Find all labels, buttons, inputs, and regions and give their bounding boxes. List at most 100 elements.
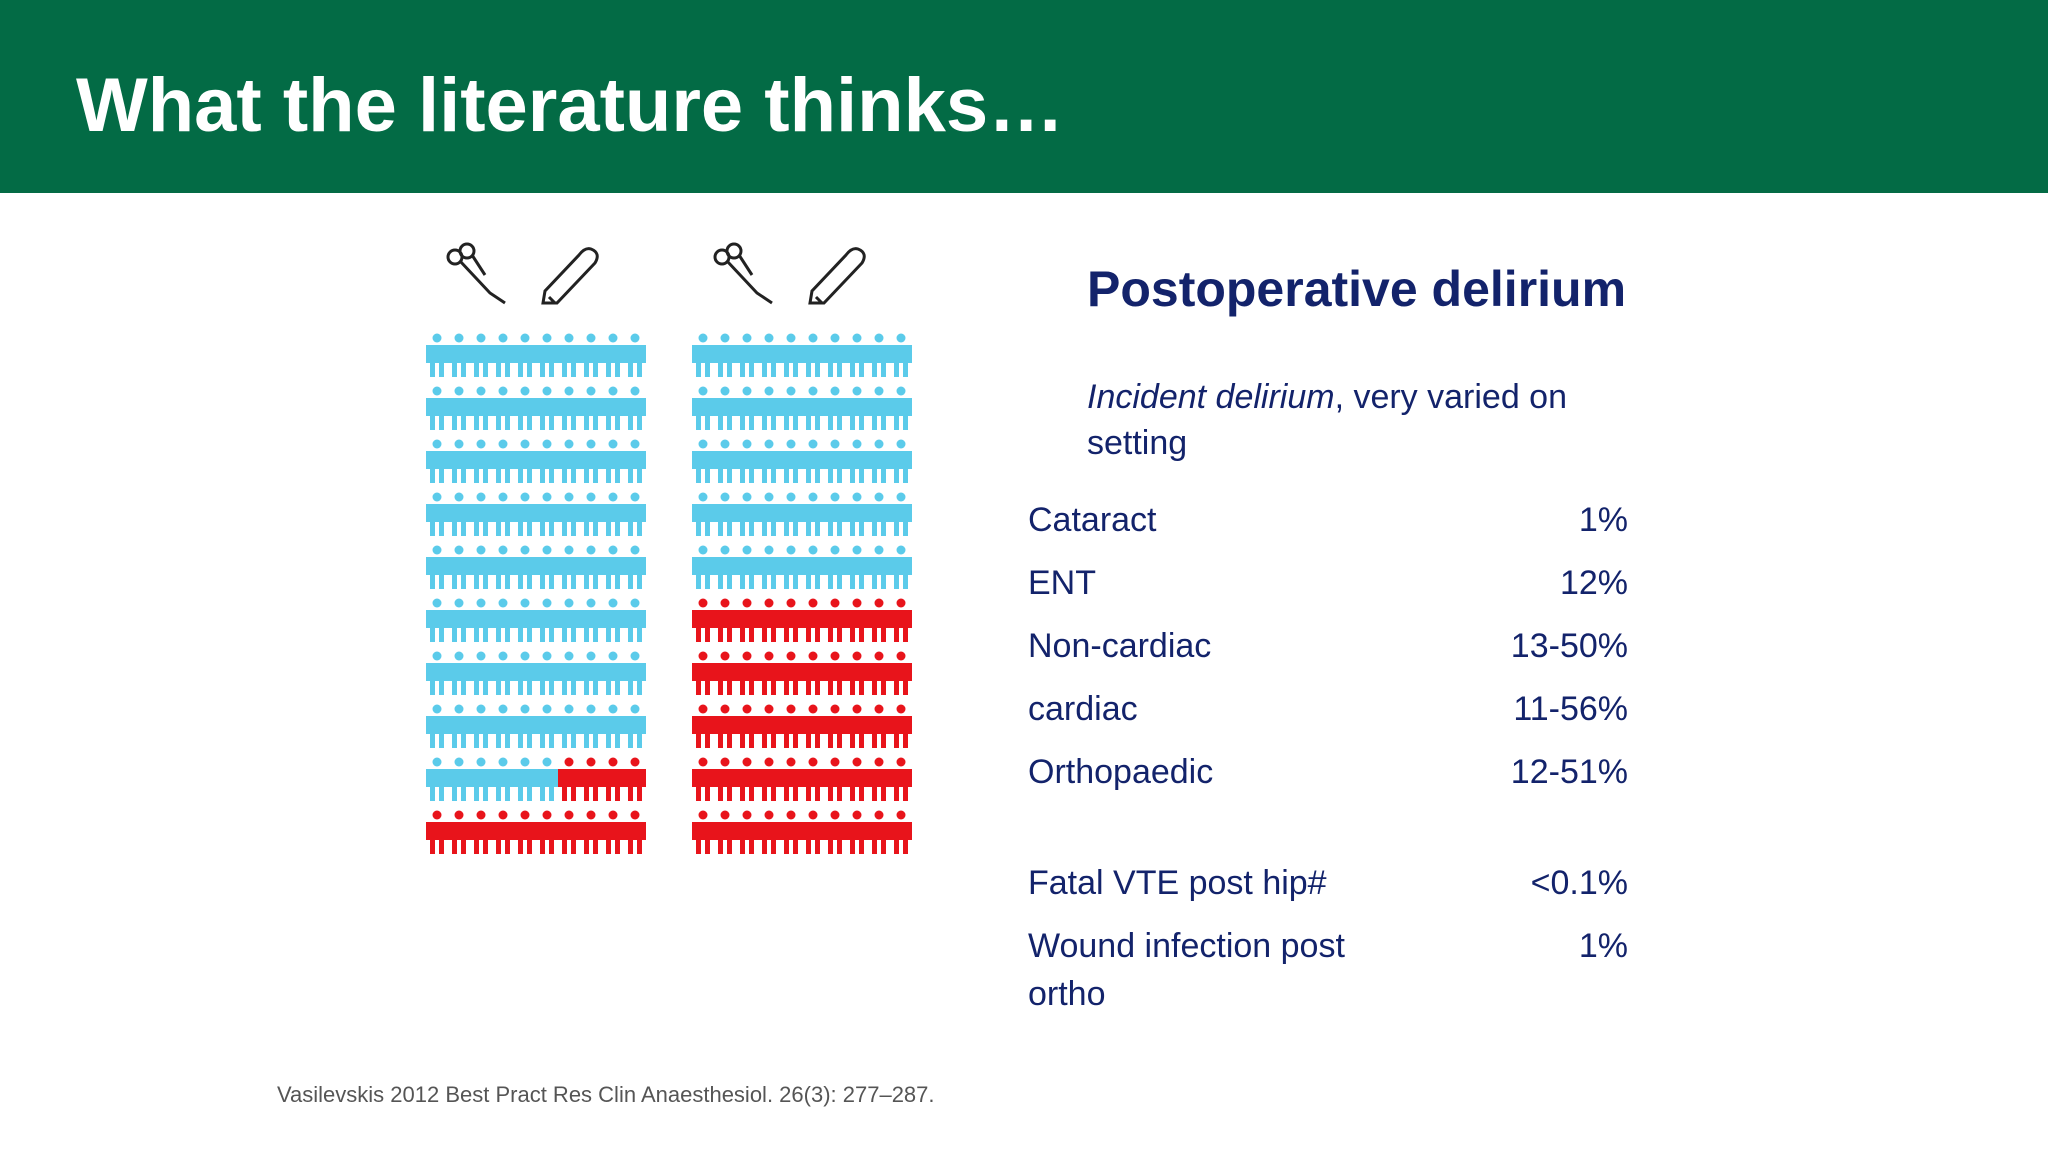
person-icon bbox=[536, 492, 558, 536]
person-icon bbox=[692, 810, 714, 854]
person-icon bbox=[536, 598, 558, 642]
person-icon bbox=[824, 492, 846, 536]
person-icon bbox=[846, 492, 868, 536]
person-icon bbox=[602, 439, 624, 483]
table-row: ENT 12% bbox=[1028, 559, 1628, 607]
person-icon bbox=[580, 386, 602, 430]
person-icon bbox=[868, 545, 890, 589]
person-icon bbox=[492, 545, 514, 589]
person-icon bbox=[448, 333, 470, 377]
person-icon bbox=[426, 704, 448, 748]
person-icon bbox=[602, 492, 624, 536]
person-icon bbox=[624, 439, 646, 483]
person-icon bbox=[846, 810, 868, 854]
person-icon bbox=[868, 757, 890, 801]
person-icon bbox=[846, 439, 868, 483]
person-icon bbox=[558, 492, 580, 536]
person-icon bbox=[714, 651, 736, 695]
person-icon bbox=[780, 492, 802, 536]
person-icon bbox=[492, 704, 514, 748]
table-row: Orthopaedic 12-51% bbox=[1028, 748, 1628, 796]
person-icon bbox=[536, 651, 558, 695]
tool-icons bbox=[446, 242, 866, 305]
person-icon bbox=[736, 704, 758, 748]
person-icon bbox=[758, 757, 780, 801]
person-icon bbox=[514, 386, 536, 430]
person-icon bbox=[470, 333, 492, 377]
person-icon bbox=[824, 439, 846, 483]
person-icon bbox=[514, 598, 536, 642]
row-label: Orthopaedic bbox=[1028, 753, 1214, 791]
person-icon bbox=[780, 545, 802, 589]
person-icon bbox=[824, 810, 846, 854]
person-icon bbox=[714, 492, 736, 536]
source-citation: Vasilevskis 2012 Best Pract Res Clin Ana… bbox=[277, 1082, 935, 1107]
person-icon bbox=[536, 545, 558, 589]
row-label: Fatal VTE post hip# bbox=[1028, 864, 1327, 902]
row-value: 12-51% bbox=[1510, 753, 1628, 791]
person-icon bbox=[536, 704, 558, 748]
person-icon bbox=[868, 492, 890, 536]
person-icon bbox=[514, 810, 536, 854]
person-icon bbox=[448, 704, 470, 748]
person-icon bbox=[824, 386, 846, 430]
person-icon bbox=[470, 757, 492, 801]
person-icon bbox=[602, 757, 624, 801]
person-icon bbox=[580, 651, 602, 695]
person-icon bbox=[758, 704, 780, 748]
person-icon bbox=[758, 492, 780, 536]
note-emphasis: Incident delirium bbox=[1087, 378, 1335, 416]
table-row: Wound infection post ortho 1% bbox=[1028, 922, 1628, 1018]
person-icon bbox=[558, 333, 580, 377]
person-icon bbox=[758, 810, 780, 854]
row-value: <0.1% bbox=[1530, 864, 1628, 902]
rates-table: Cataract 1% ENT 12% Non-cardiac 13-50% cardiac… bbox=[1028, 496, 1628, 1081]
row-label: Wound infection post ortho bbox=[1028, 927, 1345, 1013]
person-icon bbox=[448, 386, 470, 430]
pictogram bbox=[426, 242, 912, 854]
person-icon bbox=[736, 757, 758, 801]
person-icon bbox=[492, 492, 514, 536]
person-icon bbox=[492, 757, 514, 801]
person-icon bbox=[824, 598, 846, 642]
person-icon bbox=[890, 386, 912, 430]
person-icon bbox=[624, 704, 646, 748]
person-icon bbox=[802, 598, 824, 642]
person-icon bbox=[890, 333, 912, 377]
person-icon bbox=[780, 704, 802, 748]
person-icon bbox=[448, 545, 470, 589]
person-icon bbox=[536, 439, 558, 483]
person-icon bbox=[714, 545, 736, 589]
person-icon bbox=[868, 386, 890, 430]
table-row: Fatal VTE post hip# <0.1% bbox=[1028, 859, 1628, 907]
person-icon bbox=[624, 598, 646, 642]
person-icon bbox=[492, 439, 514, 483]
person-icon bbox=[736, 598, 758, 642]
person-icon bbox=[580, 333, 602, 377]
person-icon bbox=[514, 439, 536, 483]
person-icon bbox=[758, 333, 780, 377]
person-icon bbox=[736, 439, 758, 483]
person-icon bbox=[758, 598, 780, 642]
person-icon bbox=[714, 386, 736, 430]
person-icon bbox=[890, 439, 912, 483]
person-icon bbox=[802, 757, 824, 801]
person-icon bbox=[758, 439, 780, 483]
person-icon bbox=[470, 810, 492, 854]
person-icon bbox=[580, 598, 602, 642]
person-icon bbox=[426, 598, 448, 642]
row-label: Cataract bbox=[1028, 501, 1157, 539]
person-icon bbox=[624, 651, 646, 695]
person-icon bbox=[714, 333, 736, 377]
person-icon bbox=[846, 545, 868, 589]
table-row: Cataract 1% bbox=[1028, 496, 1628, 544]
person-icon bbox=[868, 651, 890, 695]
person-icon bbox=[580, 492, 602, 536]
person-icon bbox=[714, 598, 736, 642]
person-icon bbox=[580, 757, 602, 801]
person-icon bbox=[736, 810, 758, 854]
person-icon bbox=[448, 439, 470, 483]
person-icon bbox=[602, 545, 624, 589]
person-icon bbox=[780, 651, 802, 695]
